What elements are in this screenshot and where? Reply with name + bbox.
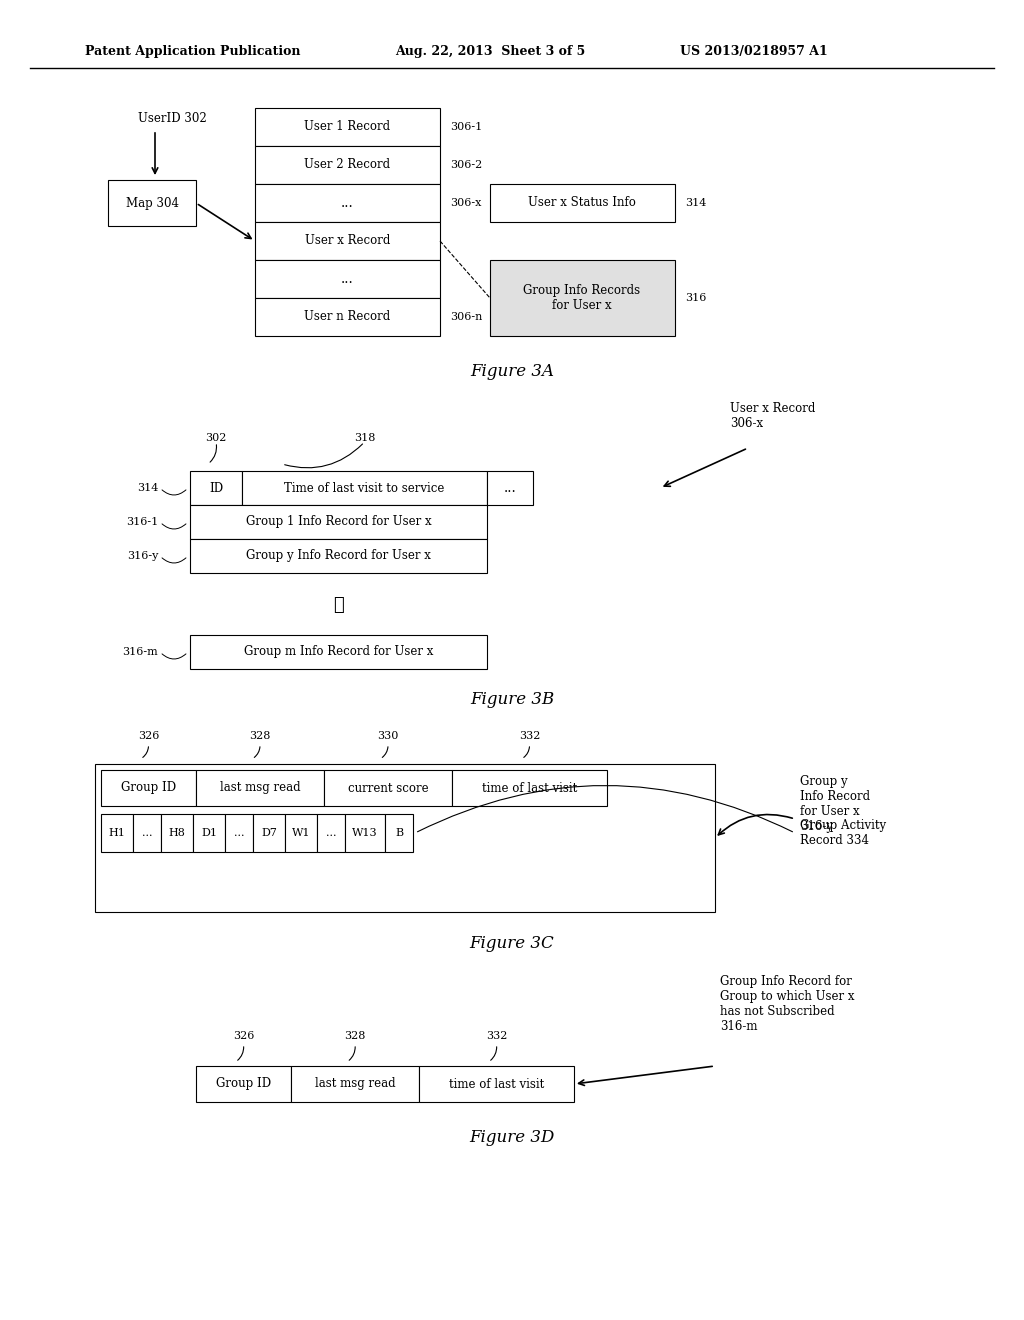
Text: User x Record: User x Record xyxy=(305,235,390,248)
Text: H1: H1 xyxy=(109,828,125,838)
Bar xyxy=(419,1067,574,1102)
Text: D7: D7 xyxy=(261,828,276,838)
Text: 332: 332 xyxy=(519,731,541,741)
Bar xyxy=(285,814,317,851)
Text: 302: 302 xyxy=(206,433,226,444)
Bar xyxy=(95,764,715,912)
Bar xyxy=(190,471,242,506)
Text: Group m Info Record for User x: Group m Info Record for User x xyxy=(244,645,433,659)
Text: last msg read: last msg read xyxy=(220,781,300,795)
Text: US 2013/0218957 A1: US 2013/0218957 A1 xyxy=(680,45,827,58)
Text: Figure 3A: Figure 3A xyxy=(470,363,554,380)
Text: Map 304: Map 304 xyxy=(126,197,178,210)
Text: 314: 314 xyxy=(685,198,707,209)
Text: 306-2: 306-2 xyxy=(450,160,482,170)
Bar xyxy=(108,180,196,226)
Text: Group ID: Group ID xyxy=(121,781,176,795)
Text: ...: ... xyxy=(504,480,516,495)
Bar xyxy=(242,471,487,506)
Text: User 2 Record: User 2 Record xyxy=(304,158,390,172)
Text: 326: 326 xyxy=(232,1031,254,1041)
Text: Group 1 Info Record for User x: Group 1 Info Record for User x xyxy=(246,516,431,528)
Bar xyxy=(161,814,193,851)
Text: Figure 3D: Figure 3D xyxy=(469,1129,555,1146)
Bar xyxy=(324,770,452,807)
Text: 318: 318 xyxy=(354,433,375,444)
Text: UserID 302: UserID 302 xyxy=(138,111,207,124)
Text: current score: current score xyxy=(348,781,428,795)
Text: 306-x: 306-x xyxy=(450,198,481,209)
Bar xyxy=(190,506,487,539)
Bar xyxy=(196,770,324,807)
Text: 314: 314 xyxy=(136,483,158,492)
Text: 326: 326 xyxy=(138,731,159,741)
Bar xyxy=(225,814,253,851)
Text: Figure 3C: Figure 3C xyxy=(470,936,554,953)
Bar xyxy=(490,260,675,337)
Text: ...: ... xyxy=(341,195,354,210)
Bar xyxy=(255,147,440,183)
Text: W1: W1 xyxy=(292,828,310,838)
Text: User 1 Record: User 1 Record xyxy=(304,120,390,133)
Text: User x Record
306-x: User x Record 306-x xyxy=(730,403,815,430)
Bar xyxy=(385,814,413,851)
Text: Aug. 22, 2013  Sheet 3 of 5: Aug. 22, 2013 Sheet 3 of 5 xyxy=(395,45,586,58)
Text: 306-n: 306-n xyxy=(450,312,482,322)
Text: 328: 328 xyxy=(344,1031,366,1041)
Text: 316-y: 316-y xyxy=(127,550,158,561)
Bar xyxy=(291,1067,419,1102)
Text: Group Info Record for
Group to which User x
has not Subscribed
316-m: Group Info Record for Group to which Use… xyxy=(720,975,854,1034)
Bar xyxy=(487,471,534,506)
Bar xyxy=(255,108,440,147)
Text: Group y
Info Record
for User x
316-y: Group y Info Record for User x 316-y xyxy=(800,775,870,833)
Text: ...: ... xyxy=(141,828,153,838)
Text: W13: W13 xyxy=(352,828,378,838)
Text: User x Status Info: User x Status Info xyxy=(528,197,636,210)
Bar xyxy=(255,260,440,298)
Text: 328: 328 xyxy=(249,731,270,741)
Bar xyxy=(452,770,607,807)
Text: ...: ... xyxy=(233,828,245,838)
Text: B: B xyxy=(395,828,403,838)
Text: Time of last visit to service: Time of last visit to service xyxy=(285,482,444,495)
Text: last msg read: last msg read xyxy=(314,1077,395,1090)
Text: 316-m: 316-m xyxy=(122,647,158,657)
Bar xyxy=(345,814,385,851)
Text: D1: D1 xyxy=(201,828,217,838)
Text: ...: ... xyxy=(326,828,336,838)
Bar xyxy=(101,814,133,851)
Bar xyxy=(196,1067,291,1102)
Text: Group Activity
Record 334: Group Activity Record 334 xyxy=(800,818,886,847)
Bar xyxy=(190,539,487,573)
Bar xyxy=(255,222,440,260)
Text: Group ID: Group ID xyxy=(216,1077,271,1090)
Text: ...: ... xyxy=(341,272,354,286)
Bar xyxy=(255,298,440,337)
Bar xyxy=(190,635,487,669)
Text: time of last visit: time of last visit xyxy=(449,1077,544,1090)
Text: Group Info Records
for User x: Group Info Records for User x xyxy=(523,284,641,312)
Text: Group y Info Record for User x: Group y Info Record for User x xyxy=(246,549,431,562)
Text: 330: 330 xyxy=(377,731,398,741)
Bar xyxy=(317,814,345,851)
Bar xyxy=(490,183,675,222)
Text: 316-1: 316-1 xyxy=(126,517,158,527)
Bar xyxy=(193,814,225,851)
Text: time of last visit: time of last visit xyxy=(482,781,578,795)
Text: 316: 316 xyxy=(685,293,707,304)
Text: Figure 3B: Figure 3B xyxy=(470,690,554,708)
Text: Patent Application Publication: Patent Application Publication xyxy=(85,45,300,58)
Bar xyxy=(101,770,196,807)
Bar xyxy=(133,814,161,851)
Bar xyxy=(253,814,285,851)
Text: User n Record: User n Record xyxy=(304,310,390,323)
Text: ID: ID xyxy=(209,482,223,495)
Text: 306-1: 306-1 xyxy=(450,121,482,132)
Text: ⋮: ⋮ xyxy=(333,597,344,614)
Bar xyxy=(255,183,440,222)
Text: H8: H8 xyxy=(169,828,185,838)
Text: 332: 332 xyxy=(485,1031,507,1041)
